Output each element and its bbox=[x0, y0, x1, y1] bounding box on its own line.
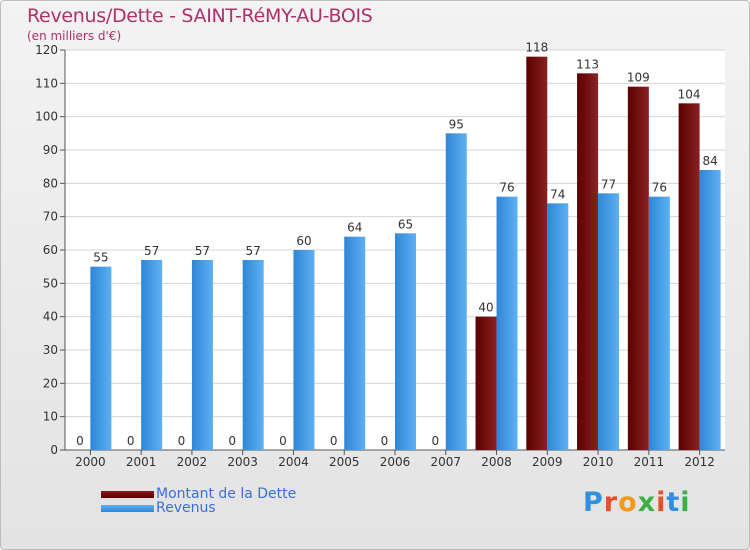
data-label-revenus-2004: 60 bbox=[296, 234, 311, 248]
data-label-dette-2011: 109 bbox=[627, 71, 650, 85]
y-tick-label-30: 30 bbox=[43, 343, 58, 357]
data-label-dette-2000: 0 bbox=[76, 434, 84, 448]
data-label-dette-2001: 0 bbox=[127, 434, 135, 448]
data-label-revenus-2000: 55 bbox=[93, 251, 108, 265]
x-tick-label-2003: 2003 bbox=[227, 455, 258, 469]
data-label-revenus-2005: 64 bbox=[347, 221, 362, 235]
data-label-revenus-2010: 77 bbox=[601, 177, 616, 191]
y-tick-label-90: 90 bbox=[43, 143, 58, 157]
bar-dette-2009 bbox=[526, 56, 548, 451]
data-label-dette-2005: 0 bbox=[330, 434, 338, 448]
data-label-dette-2008: 40 bbox=[478, 301, 493, 315]
bar-revenus-2012 bbox=[699, 170, 721, 450]
data-label-dette-2006: 0 bbox=[381, 434, 389, 448]
data-label-revenus-2008: 76 bbox=[499, 181, 514, 195]
bar-revenus-2001 bbox=[141, 260, 163, 450]
y-tick-label-80: 80 bbox=[43, 176, 58, 190]
data-label-revenus-2006: 65 bbox=[398, 217, 413, 231]
data-label-revenus-2011: 76 bbox=[652, 181, 667, 195]
x-tick-label-2011: 2011 bbox=[634, 455, 665, 469]
x-tick-label-2008: 2008 bbox=[481, 455, 512, 469]
legend-label-dette: Montant de la Dette bbox=[156, 486, 297, 502]
x-tick-label-2004: 2004 bbox=[278, 455, 309, 469]
logo-letter-5: t bbox=[666, 487, 681, 518]
y-tick-label-60: 60 bbox=[43, 243, 58, 257]
y-tick-label-110: 110 bbox=[35, 76, 58, 90]
x-tick-label-2009: 2009 bbox=[532, 455, 563, 469]
x-tick-label-2010: 2010 bbox=[583, 455, 614, 469]
proxiti-logo: Proxiti bbox=[583, 487, 691, 518]
data-label-dette-2010: 113 bbox=[576, 57, 599, 71]
x-tick-label-2001: 2001 bbox=[126, 455, 157, 469]
data-label-dette-2012: 104 bbox=[678, 87, 701, 101]
bar-dette-2008 bbox=[475, 316, 497, 450]
x-tick-label-2012: 2012 bbox=[684, 455, 715, 469]
legend-item-revenus: Revenus bbox=[101, 500, 216, 516]
legend-swatch-revenus bbox=[101, 504, 154, 512]
data-label-revenus-2012: 84 bbox=[702, 154, 717, 168]
y-tick-label-0: 0 bbox=[50, 443, 58, 457]
data-label-revenus-2009: 74 bbox=[550, 187, 565, 201]
legend-label-revenus: Revenus bbox=[156, 500, 216, 516]
bar-revenus-2000 bbox=[90, 266, 112, 450]
data-label-dette-2004: 0 bbox=[279, 434, 287, 448]
y-tick-label-20: 20 bbox=[43, 376, 58, 390]
bar-revenus-2008 bbox=[496, 196, 518, 450]
y-tick-label-120: 120 bbox=[35, 43, 58, 57]
y-tick-label-10: 10 bbox=[43, 410, 58, 424]
x-tick-label-2005: 2005 bbox=[329, 455, 360, 469]
data-label-revenus-2002: 57 bbox=[195, 244, 210, 258]
logo-letter-6: i bbox=[680, 487, 691, 518]
data-label-revenus-2001: 57 bbox=[144, 244, 159, 258]
bar-revenus-2004 bbox=[293, 250, 315, 450]
bar-revenus-2003 bbox=[242, 260, 264, 450]
bar-revenus-2011 bbox=[648, 196, 670, 450]
bar-revenus-2005 bbox=[344, 236, 366, 450]
chart-title: Revenus/Dette - SAINT-RéMY-AU-BOIS bbox=[27, 5, 373, 27]
bar-revenus-2006 bbox=[395, 233, 416, 450]
logo-letter-0: P bbox=[583, 487, 604, 518]
y-tick-label-50: 50 bbox=[43, 276, 58, 290]
data-label-dette-2007: 0 bbox=[431, 434, 439, 448]
logo-letter-1: r bbox=[603, 487, 619, 518]
data-label-revenus-2007: 95 bbox=[449, 117, 464, 131]
bar-revenus-2010 bbox=[598, 193, 620, 451]
logo-letter-3: x bbox=[637, 487, 657, 518]
bar-dette-2011 bbox=[627, 86, 649, 451]
x-tick-label-2006: 2006 bbox=[380, 455, 411, 469]
bar-revenus-2009 bbox=[547, 203, 569, 450]
legend-item-dette: Montant de la Dette bbox=[101, 486, 296, 502]
data-label-revenus-2003: 57 bbox=[246, 244, 261, 258]
x-tick-label-2000: 2000 bbox=[75, 455, 106, 469]
data-label-dette-2003: 0 bbox=[228, 434, 236, 448]
y-tick-label-40: 40 bbox=[43, 310, 58, 324]
y-tick-label-100: 100 bbox=[35, 110, 58, 124]
data-label-dette-2009: 118 bbox=[525, 41, 548, 55]
bar-dette-2010 bbox=[577, 73, 599, 450]
bar-revenus-2007 bbox=[445, 133, 467, 451]
legend-swatch-dette bbox=[101, 490, 154, 498]
logo-letter-2: o bbox=[618, 487, 638, 518]
y-tick-label-70: 70 bbox=[43, 210, 58, 224]
logo-letter-4: i bbox=[656, 487, 667, 518]
x-tick-label-2002: 2002 bbox=[177, 455, 208, 469]
x-tick-label-2007: 2007 bbox=[430, 455, 461, 469]
chart-subtitle: (en milliers d'€) bbox=[27, 29, 122, 43]
bar-revenus-2002 bbox=[191, 260, 213, 450]
data-label-dette-2002: 0 bbox=[178, 434, 186, 448]
bar-dette-2012 bbox=[678, 103, 700, 450]
